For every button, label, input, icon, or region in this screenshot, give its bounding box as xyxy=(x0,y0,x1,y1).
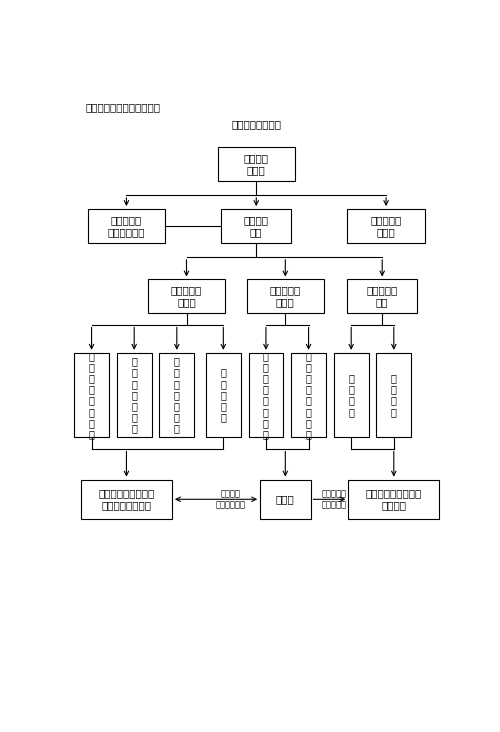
Bar xyxy=(246,280,324,313)
Bar xyxy=(74,353,109,437)
Text: 及时试验
及时反馈信息: 及时试验 及时反馈信息 xyxy=(216,490,246,509)
Text: 附图三：质量管理组织机构: 附图三：质量管理组织机构 xyxy=(86,102,161,113)
Text: 项目副经理
刘静、刘新立: 项目副经理 刘静、刘新立 xyxy=(108,214,145,237)
Text: 材料设备部
李强: 材料设备部 李强 xyxy=(366,285,398,307)
Text: 测
量
王
立
灿: 测 量 王 立 灿 xyxy=(220,367,226,422)
Text: 面
层
质
检
霍
华
杰: 面 层 质 检 霍 华 杰 xyxy=(131,356,137,433)
Text: 原
材
料
试
验
冯
法
亮: 原 材 料 试 验 冯 法 亮 xyxy=(306,351,312,439)
Text: 混
合
料
质
检
杨
东
霖: 混 合 料 质 检 杨 东 霖 xyxy=(88,351,94,439)
Text: 各施工队长、技术员
、安全员、质检员: 各施工队长、技术员 、安全员、质检员 xyxy=(98,488,154,510)
Text: 混
合
料
试
验
汪
周
波: 混 合 料 试 验 汪 周 波 xyxy=(263,351,269,439)
Text: 工地试验室
汪树强: 工地试验室 汪树强 xyxy=(270,285,301,307)
Text: 材料采购员、保管员
、验收人: 材料采购员、保管员 、验收人 xyxy=(366,488,422,510)
Bar xyxy=(88,209,165,243)
Text: 项目经理
谢助兵: 项目经理 谢助兵 xyxy=(244,153,269,175)
Bar xyxy=(148,280,225,313)
Text: 试验员: 试验员 xyxy=(276,494,294,504)
Text: 质量管理组织机构: 质量管理组织机构 xyxy=(231,119,281,130)
Bar xyxy=(334,353,368,437)
Bar xyxy=(222,209,291,243)
Bar xyxy=(376,353,411,437)
Text: 采购前取样
进货时抽检: 采购前取样 进货时抽检 xyxy=(321,490,346,509)
Bar xyxy=(291,353,326,437)
Bar xyxy=(218,147,295,181)
Bar xyxy=(117,353,152,437)
Text: 路
面
施
工
赵
海
昌: 路 面 施 工 赵 海 昌 xyxy=(174,356,180,433)
Text: 材
料
李
超: 材 料 李 超 xyxy=(348,373,354,417)
Text: 总工程师
杜军: 总工程师 杜军 xyxy=(244,214,269,237)
Bar xyxy=(348,479,440,519)
Bar xyxy=(260,479,310,519)
Text: 工程技术部
李超周: 工程技术部 李超周 xyxy=(171,285,202,307)
Bar xyxy=(348,280,417,313)
Bar xyxy=(348,209,425,243)
Text: 设
备
刘
利: 设 备 刘 利 xyxy=(391,373,397,417)
Bar xyxy=(81,479,172,519)
Bar xyxy=(206,353,241,437)
Bar xyxy=(160,353,194,437)
Text: 质检工程师
郑东启: 质检工程师 郑东启 xyxy=(370,214,402,237)
Bar xyxy=(248,353,284,437)
